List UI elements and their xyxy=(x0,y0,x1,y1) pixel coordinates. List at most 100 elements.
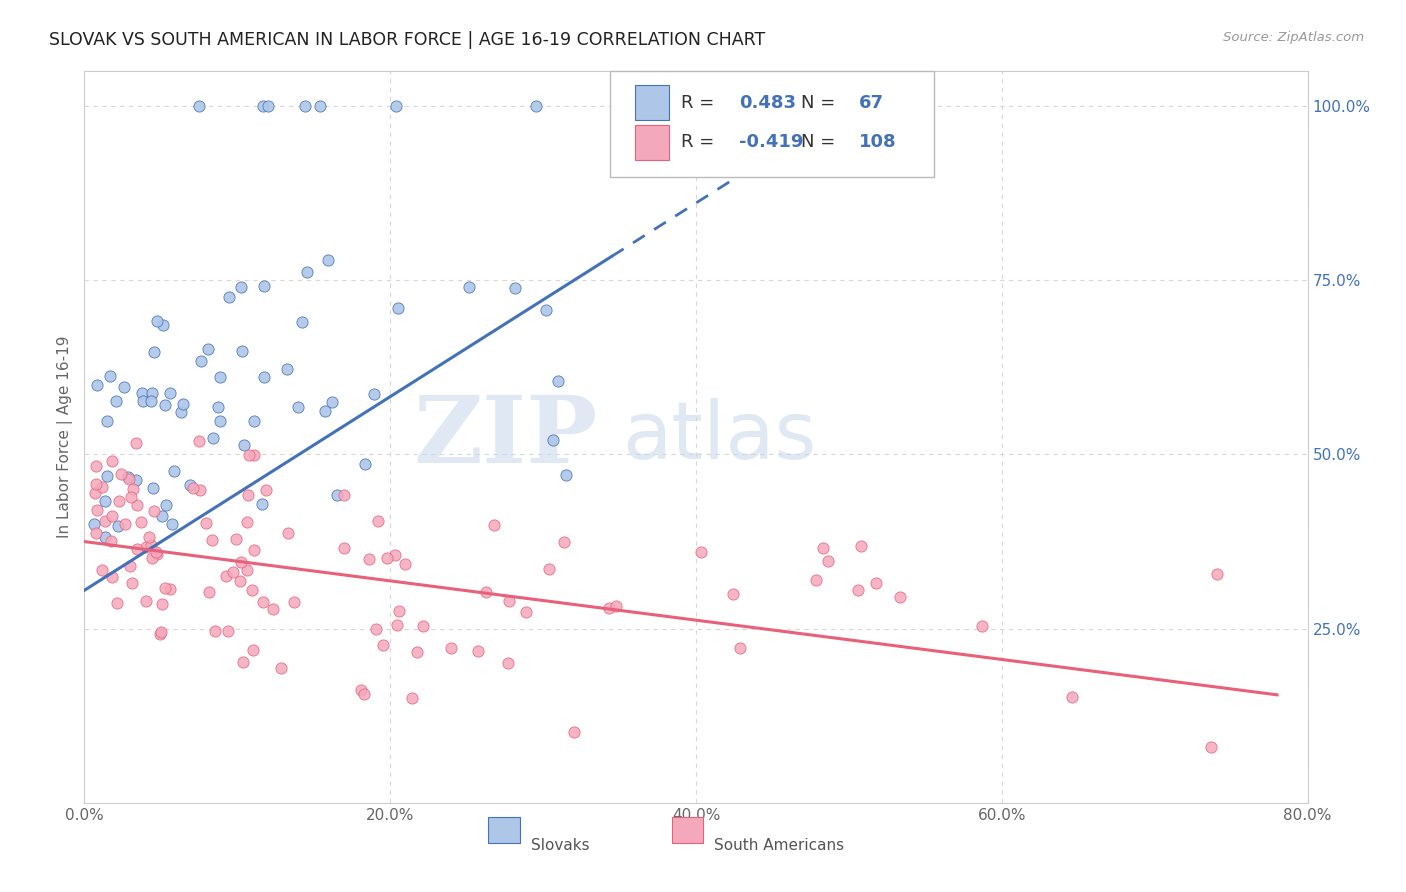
Y-axis label: In Labor Force | Age 16-19: In Labor Force | Age 16-19 xyxy=(58,335,73,539)
Text: N =: N = xyxy=(801,94,841,112)
Point xyxy=(325,488,347,502)
Point xyxy=(118,559,141,574)
Point xyxy=(112,380,135,394)
Point xyxy=(375,551,398,566)
Point xyxy=(141,551,163,566)
Point xyxy=(503,281,526,295)
Point xyxy=(440,641,463,656)
Point xyxy=(142,504,165,518)
Point xyxy=(179,478,201,492)
Point xyxy=(387,301,409,315)
Point xyxy=(723,587,745,601)
Point xyxy=(127,498,149,512)
Point xyxy=(153,398,176,412)
Point xyxy=(690,545,713,559)
Point xyxy=(152,318,174,332)
Point xyxy=(543,433,565,447)
Point xyxy=(475,584,498,599)
Point xyxy=(373,638,395,652)
Point xyxy=(83,517,105,532)
FancyBboxPatch shape xyxy=(488,817,520,843)
Point xyxy=(91,563,114,577)
Point xyxy=(188,99,211,113)
Point xyxy=(94,530,117,544)
Point xyxy=(188,483,211,497)
Point xyxy=(94,493,117,508)
Point xyxy=(125,541,148,556)
Point xyxy=(253,370,276,384)
Point xyxy=(388,604,411,618)
Point xyxy=(98,368,121,383)
Point xyxy=(149,626,172,640)
Point xyxy=(332,488,354,502)
Point xyxy=(142,481,165,495)
Point xyxy=(811,541,834,556)
Point xyxy=(728,641,751,656)
Point xyxy=(222,565,245,579)
Point xyxy=(145,544,167,558)
Point xyxy=(122,482,145,496)
Point xyxy=(208,414,231,428)
Point xyxy=(236,488,259,502)
Point xyxy=(384,549,406,563)
Point xyxy=(256,99,278,113)
Point xyxy=(243,449,266,463)
Point xyxy=(198,584,221,599)
Text: Source: ZipAtlas.com: Source: ZipAtlas.com xyxy=(1223,31,1364,45)
Point xyxy=(131,515,153,529)
Point xyxy=(276,526,298,541)
Point xyxy=(150,624,173,639)
Point xyxy=(218,290,240,304)
Point xyxy=(217,624,239,639)
Point xyxy=(96,468,118,483)
Point xyxy=(90,480,112,494)
Point xyxy=(153,582,176,596)
Point xyxy=(131,394,153,409)
Text: -0.419: -0.419 xyxy=(738,133,803,152)
Point xyxy=(117,472,139,486)
Text: 0.483: 0.483 xyxy=(738,94,796,112)
Point xyxy=(1205,567,1227,582)
Point xyxy=(804,573,827,587)
Point xyxy=(120,490,142,504)
Point xyxy=(236,516,259,530)
Point xyxy=(159,386,181,401)
Point xyxy=(209,370,232,384)
Point xyxy=(889,590,911,604)
Point xyxy=(401,690,423,705)
Text: South Americans: South Americans xyxy=(714,838,845,853)
Point xyxy=(357,552,380,566)
Point xyxy=(498,594,520,608)
Point xyxy=(100,533,122,548)
Point xyxy=(405,645,427,659)
Point xyxy=(229,574,252,589)
Point xyxy=(1201,740,1223,755)
Point xyxy=(316,253,339,268)
Point xyxy=(537,562,560,576)
Point xyxy=(243,542,266,557)
Point xyxy=(242,583,264,598)
FancyBboxPatch shape xyxy=(636,125,669,160)
Point xyxy=(253,278,276,293)
Point xyxy=(84,525,107,540)
Point xyxy=(252,595,274,609)
Point xyxy=(146,313,169,327)
Point xyxy=(482,517,505,532)
Point xyxy=(387,618,409,632)
Text: 67: 67 xyxy=(859,94,883,112)
Point xyxy=(865,575,887,590)
Point xyxy=(270,661,292,675)
Point xyxy=(110,467,132,481)
Text: N =: N = xyxy=(801,133,841,152)
Point xyxy=(553,535,575,549)
Point xyxy=(135,593,157,607)
Text: atlas: atlas xyxy=(623,398,817,476)
Point xyxy=(238,448,260,462)
Text: R =: R = xyxy=(682,133,720,152)
Point xyxy=(125,473,148,487)
Point xyxy=(242,643,264,657)
Point xyxy=(86,502,108,516)
Point xyxy=(287,400,309,414)
Point xyxy=(190,354,212,368)
Point xyxy=(598,601,620,615)
